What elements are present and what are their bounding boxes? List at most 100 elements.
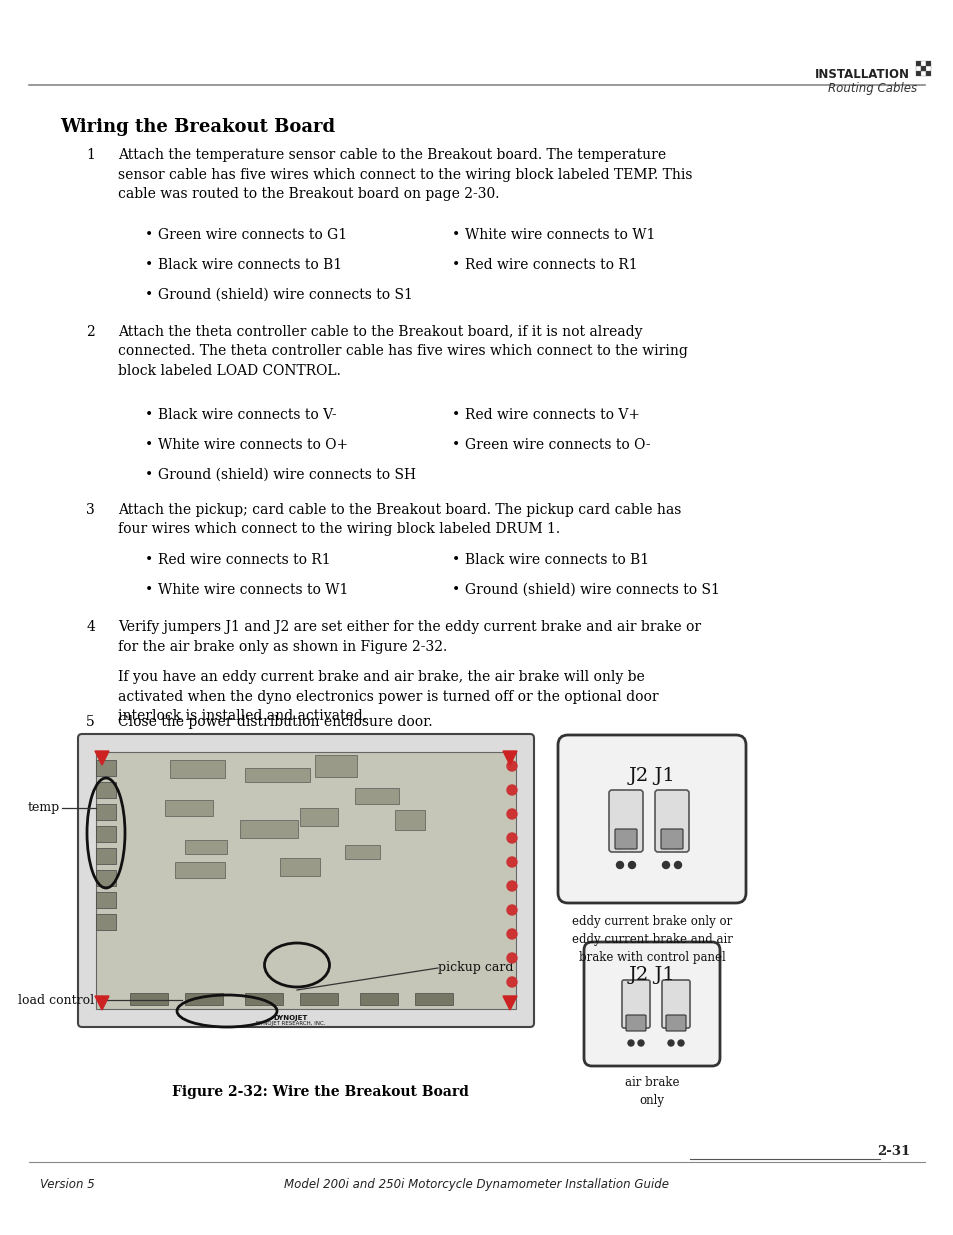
Bar <box>170 760 225 778</box>
Polygon shape <box>95 751 109 764</box>
Text: •: • <box>145 438 153 452</box>
Bar <box>96 892 116 908</box>
Bar <box>185 840 227 853</box>
Bar <box>355 788 398 804</box>
Circle shape <box>627 1024 634 1030</box>
Bar <box>280 858 319 876</box>
Bar <box>925 65 930 70</box>
Bar <box>245 993 283 1005</box>
Circle shape <box>661 841 669 848</box>
Polygon shape <box>502 751 517 764</box>
Text: Attach the temperature sensor cable to the Breakout board. The temperature
senso: Attach the temperature sensor cable to t… <box>118 148 692 201</box>
Bar <box>915 65 920 70</box>
Bar <box>96 760 116 776</box>
Polygon shape <box>95 995 109 1010</box>
Text: •: • <box>145 258 153 272</box>
Text: Red wire connects to V+: Red wire connects to V+ <box>464 408 639 422</box>
Text: 5: 5 <box>86 715 95 729</box>
Circle shape <box>506 905 517 915</box>
Text: 1: 1 <box>86 148 95 162</box>
Bar <box>915 70 920 77</box>
Bar <box>920 65 925 70</box>
Bar <box>925 70 930 77</box>
Text: pickup card: pickup card <box>437 962 513 974</box>
Text: Ground (shield) wire connects to S1: Ground (shield) wire connects to S1 <box>464 583 720 597</box>
Text: •: • <box>145 468 153 482</box>
Bar <box>240 820 297 839</box>
Circle shape <box>638 1024 643 1030</box>
Bar <box>96 914 116 930</box>
Circle shape <box>667 1024 673 1030</box>
Text: 2: 2 <box>86 325 95 338</box>
Text: 3: 3 <box>86 503 95 517</box>
Circle shape <box>506 953 517 963</box>
Bar <box>165 800 213 816</box>
Bar <box>185 993 223 1005</box>
Circle shape <box>678 1024 683 1030</box>
Bar <box>920 70 925 77</box>
Text: •: • <box>452 583 459 597</box>
Bar <box>359 993 397 1005</box>
Bar <box>96 848 116 864</box>
Text: •: • <box>452 553 459 567</box>
Circle shape <box>616 841 623 848</box>
FancyBboxPatch shape <box>621 981 649 1028</box>
FancyBboxPatch shape <box>583 942 720 1066</box>
Text: Model 200i and 250i Motorcycle Dynamometer Installation Guide: Model 200i and 250i Motorcycle Dynamomet… <box>284 1178 669 1191</box>
Polygon shape <box>502 995 517 1010</box>
Circle shape <box>506 809 517 819</box>
Text: •: • <box>145 583 153 597</box>
Text: Green wire connects to O-: Green wire connects to O- <box>464 438 650 452</box>
Text: Verify jumpers J1 and J2 are set either for the eddy current brake and air brake: Verify jumpers J1 and J2 are set either … <box>118 620 700 653</box>
Text: Wiring the Breakout Board: Wiring the Breakout Board <box>60 119 335 136</box>
Circle shape <box>506 881 517 890</box>
Text: 4: 4 <box>86 620 95 634</box>
Circle shape <box>678 1040 683 1046</box>
Circle shape <box>638 1040 643 1046</box>
Circle shape <box>506 832 517 844</box>
Text: DYNOJET: DYNOJET <box>274 1015 308 1021</box>
Text: •: • <box>452 438 459 452</box>
Text: •: • <box>452 258 459 272</box>
Text: Routing Cables: Routing Cables <box>827 82 916 95</box>
FancyBboxPatch shape <box>665 1015 685 1031</box>
Text: Black wire connects to B1: Black wire connects to B1 <box>464 553 648 567</box>
Bar <box>245 768 310 782</box>
Text: eddy current brake only or
eddy current brake and air
brake with control panel: eddy current brake only or eddy current … <box>571 915 732 965</box>
Bar <box>920 61 925 65</box>
Text: 2-31: 2-31 <box>876 1145 909 1158</box>
Circle shape <box>506 785 517 795</box>
Circle shape <box>506 977 517 987</box>
Circle shape <box>628 841 635 848</box>
Text: •: • <box>145 408 153 422</box>
Text: INSTALLATION: INSTALLATION <box>814 68 909 82</box>
Bar <box>299 993 337 1005</box>
Text: load control: load control <box>18 993 94 1007</box>
Circle shape <box>674 862 680 868</box>
Text: •: • <box>452 408 459 422</box>
Text: air brake
only: air brake only <box>624 1076 679 1107</box>
FancyBboxPatch shape <box>558 735 745 903</box>
Text: temp: temp <box>28 802 60 815</box>
Bar <box>314 755 356 777</box>
Text: •: • <box>145 553 153 567</box>
Text: Red wire connects to R1: Red wire connects to R1 <box>464 258 637 272</box>
Bar <box>415 993 453 1005</box>
Text: J2 J1: J2 J1 <box>628 966 675 984</box>
Bar <box>96 869 116 885</box>
Bar <box>915 61 920 65</box>
Circle shape <box>506 857 517 867</box>
Circle shape <box>616 862 623 868</box>
FancyBboxPatch shape <box>78 734 534 1028</box>
FancyBboxPatch shape <box>661 981 689 1028</box>
Bar <box>96 804 116 820</box>
FancyBboxPatch shape <box>660 829 682 848</box>
Circle shape <box>661 862 669 868</box>
Circle shape <box>674 841 680 848</box>
Text: White wire connects to O+: White wire connects to O+ <box>158 438 348 452</box>
Text: •: • <box>452 228 459 242</box>
FancyBboxPatch shape <box>615 829 637 848</box>
Bar <box>395 810 424 830</box>
Text: White wire connects to W1: White wire connects to W1 <box>464 228 655 242</box>
FancyBboxPatch shape <box>655 790 688 852</box>
